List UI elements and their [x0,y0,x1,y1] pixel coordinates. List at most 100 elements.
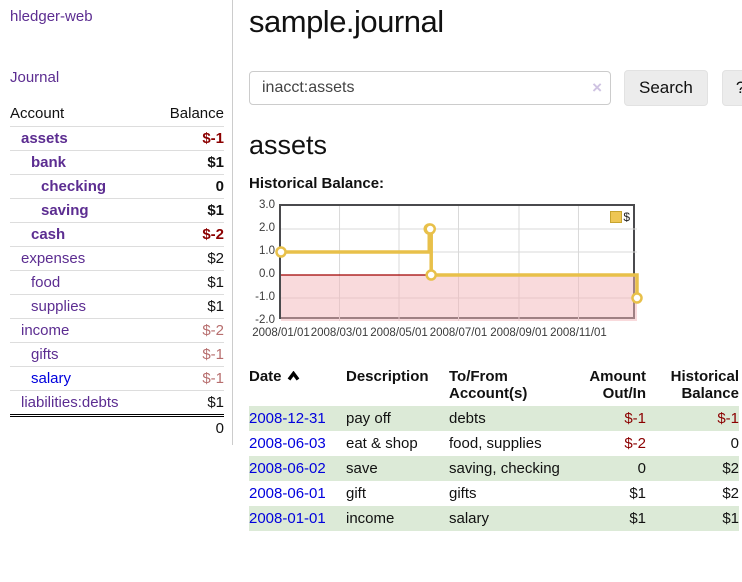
y-axis-tick: -2.0 [255,314,275,326]
search-form: × Search ? [249,70,742,106]
x-axis-tick: 2008/09/01 [490,327,548,339]
account-row: income $-2 [10,318,224,343]
chart-plot-area: $ [275,204,643,321]
account-balance: $-2 [152,318,224,343]
app-title-link[interactable]: hledger-web [10,8,93,25]
account-row: liabilities:debts $1 [10,390,224,416]
x-axis-tick: 2008/03/01 [310,327,369,339]
transaction-description: pay off [346,410,391,427]
x-axis-tick: 2008/11/01 [550,327,607,339]
account-link-cash[interactable]: cash [31,226,66,243]
account-link-checking[interactable]: checking [41,178,107,195]
clear-search-icon[interactable]: × [592,78,602,97]
account-row: supplies $1 [10,294,224,319]
transaction-description: gift [346,485,367,502]
account-link-food[interactable]: food [31,274,61,291]
transaction-accounts: food, supplies [449,435,542,452]
account-balance: $1 [152,270,224,295]
account-link-saving[interactable]: saving [41,202,89,219]
transaction-description: income [346,510,395,527]
y-axis-tick: 2.0 [259,222,275,234]
account-balance: $1 [152,390,224,416]
transaction-date-link[interactable]: 2008-12-31 [249,410,326,427]
transaction-accounts: debts [449,410,486,427]
column-header-date[interactable]: Date [249,366,346,406]
column-header-description[interactable]: Description [346,368,429,385]
transaction-date-link[interactable]: 2008-06-03 [249,435,326,452]
transaction-accounts: gifts [449,485,477,502]
account-row: assets $-1 [10,126,224,151]
accounts-total-value: 0 [10,414,224,443]
x-axis-tick: 2008/05/01 [370,327,428,339]
x-axis-tick: 2008/07/01 [429,327,488,339]
account-link-bank[interactable]: bank [31,154,67,171]
account-title: assets [249,130,328,160]
y-axis-tick: 1.0 [259,245,275,257]
account-row: salary $-1 [10,366,224,391]
table-row: 2008-01-01 income salary $1 $1 [249,506,739,531]
account-row: bank $1 [10,150,224,175]
chart-legend: $ [610,210,630,224]
transaction-amount: 0 [637,460,646,477]
transaction-description: eat & shop [346,435,418,452]
search-button[interactable]: Search [624,70,708,106]
transaction-date-link[interactable]: 2008-06-01 [249,485,326,502]
transaction-amount: $1 [629,510,646,527]
account-link-salary[interactable]: salary [31,370,72,387]
account-link-supplies[interactable]: supplies [31,298,87,315]
account-row: checking 0 [10,174,224,199]
account-row: food $1 [10,270,224,295]
account-row: expenses $2 [10,246,224,271]
accounts-header-balance: Balance [169,105,224,122]
accounts-rows: assets $-1 bank $1 checking 0 saving $1 cash $-2 e… [10,126,224,416]
table-row: 2008-06-02 save saving, checking 0 $2 [249,456,739,481]
transaction-amount: $-1 [624,410,646,427]
register-table: Date Description To/From Account(s) Amou… [249,366,739,531]
account-row: cash $-2 [10,222,224,247]
page-title: sample.journal [249,4,444,39]
main-content: sample.journal × Search ? assets Histori… [233,0,742,531]
account-row: gifts $-1 [10,342,224,367]
sort-asc-icon [287,369,300,386]
sidebar: hledger-web Journal Account Balance asse… [0,0,233,445]
y-axis-tick: -1.0 [255,291,275,303]
transaction-amount: $1 [629,485,646,502]
column-header-balance[interactable]: Historical Balance [670,368,739,402]
account-link-expenses[interactable]: expenses [21,250,86,267]
account-link-liabilities-debts[interactable]: liabilities:debts [21,394,119,411]
account-balance: $1 [152,150,224,175]
help-button[interactable]: ? [721,70,742,106]
sidebar-item-journal[interactable]: Journal [10,69,60,86]
table-row: 2008-06-01 gift gifts $1 $2 [249,481,739,506]
account-balance: $-1 [152,342,224,367]
column-header-amount[interactable]: Amount Out/In [589,368,646,402]
table-row: 2008-06-03 eat & shop food, supplies $-2 0 [249,431,739,456]
transaction-balance: $1 [722,510,739,527]
legend-swatch-icon [610,211,623,223]
legend-label: $ [623,210,630,224]
search-input[interactable] [249,71,611,105]
transaction-accounts: salary [449,510,490,527]
x-axis-tick: 2008/01/01 [252,327,310,339]
accounts-header-account: Account [10,105,65,122]
transaction-date-link[interactable]: 2008-01-01 [249,510,326,527]
account-link-income[interactable]: income [21,322,70,339]
y-axis-tick: 0.0 [259,268,275,280]
account-balance: 0 [152,174,224,199]
account-balance: $1 [152,294,224,319]
account-balance: $1 [152,198,224,223]
register-rows: 2008-12-31 pay off debts $-1 $-1 2008-06-03 ea… [249,406,739,531]
account-link-gifts[interactable]: gifts [31,346,59,363]
transaction-balance: $2 [722,460,739,477]
transaction-accounts: saving, checking [449,460,560,477]
transaction-balance: 0 [730,435,739,452]
transaction-date-link[interactable]: 2008-06-02 [249,460,326,477]
account-link-assets[interactable]: assets [21,130,68,147]
table-row: 2008-12-31 pay off debts $-1 $-1 [249,406,739,431]
column-header-accounts[interactable]: To/From Account(s) [449,368,528,402]
accounts-total-row: 0 [10,414,224,443]
register-header-row: Date Description To/From Account(s) Amou… [249,366,739,406]
account-balance: $-2 [152,222,224,247]
accounts-table: Account Balance assets $-1 bank $1 checking 0… [10,102,224,443]
balance-chart-svg [275,206,643,321]
